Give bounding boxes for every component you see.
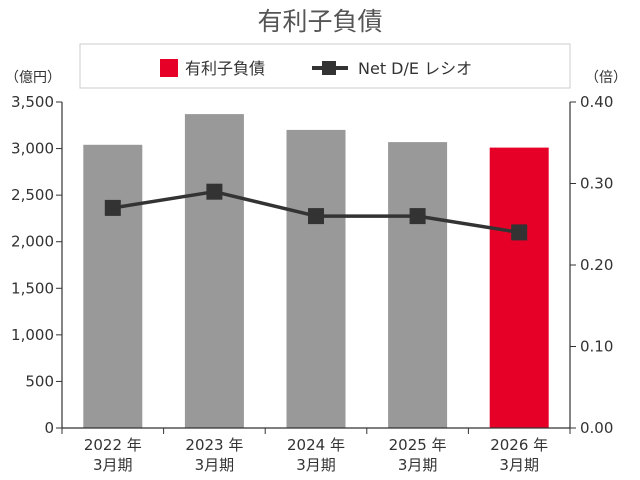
right-tick-label: 0.20 <box>580 256 613 274</box>
x-tick-label-month: 3月期 <box>296 456 336 474</box>
bar-3 <box>388 142 448 428</box>
de-ratio-point-3 <box>409 208 426 225</box>
left-tick-label: 3,000 <box>11 140 54 158</box>
legend: 有利子負債 Net D/E レシオ <box>79 43 571 89</box>
left-tick-label: 2,000 <box>11 233 54 251</box>
left-tick-label: 0 <box>44 419 54 437</box>
left-tick-label: 1,500 <box>11 279 54 297</box>
x-tick-label-year: 2022 年 <box>84 436 142 454</box>
right-tick-label: 0.40 <box>580 93 613 111</box>
bar-0 <box>83 144 143 429</box>
x-tick-label-year: 2025 年 <box>389 436 447 454</box>
x-tick-label-year: 2024 年 <box>287 436 345 454</box>
legend-swatch-marker <box>322 61 336 75</box>
left-tick-label: 3,500 <box>11 93 54 111</box>
legend-swatch-bar <box>160 59 178 77</box>
bar-4 <box>489 147 549 428</box>
x-tick-label-year: 2023 年 <box>185 436 243 454</box>
left-tick-label: 500 <box>25 372 54 390</box>
bar-2 <box>286 129 346 428</box>
x-tick-label-month: 3月期 <box>398 456 438 474</box>
right-tick-label: 0.30 <box>580 175 613 193</box>
bar-1 <box>184 114 244 428</box>
bars-layer <box>83 114 549 429</box>
left-tick-label: 1,000 <box>11 326 54 344</box>
de-ratio-point-2 <box>308 208 324 225</box>
chart-title: 有利子負債 <box>257 7 382 36</box>
left-tick-label: 2,500 <box>11 186 54 204</box>
legend-label-de-ratio: Net D/E レシオ <box>358 59 472 78</box>
x-tick-label-month: 3月期 <box>499 456 539 474</box>
axes-layer: 0 500 1,000 1,500 2,000 2,500 3,000 3,500 0.00 0.… <box>11 93 613 474</box>
right-tick-label: 0.00 <box>580 419 613 437</box>
de-ratio-point-1 <box>206 183 223 200</box>
left-axis-unit: （億円） <box>5 70 61 86</box>
de-ratio-point-4 <box>511 224 528 241</box>
right-axis-unit: （倍） <box>585 70 627 86</box>
right-tick-label: 0.10 <box>580 338 613 356</box>
x-tick-label-year: 2026 年 <box>490 436 548 454</box>
x-tick-label-month: 3月期 <box>195 456 235 474</box>
line-series-layer <box>104 183 528 241</box>
legend-label-debt: 有利子負債 <box>185 59 265 78</box>
de-ratio-point-0 <box>104 199 121 216</box>
x-tick-label-month: 3月期 <box>93 456 133 474</box>
